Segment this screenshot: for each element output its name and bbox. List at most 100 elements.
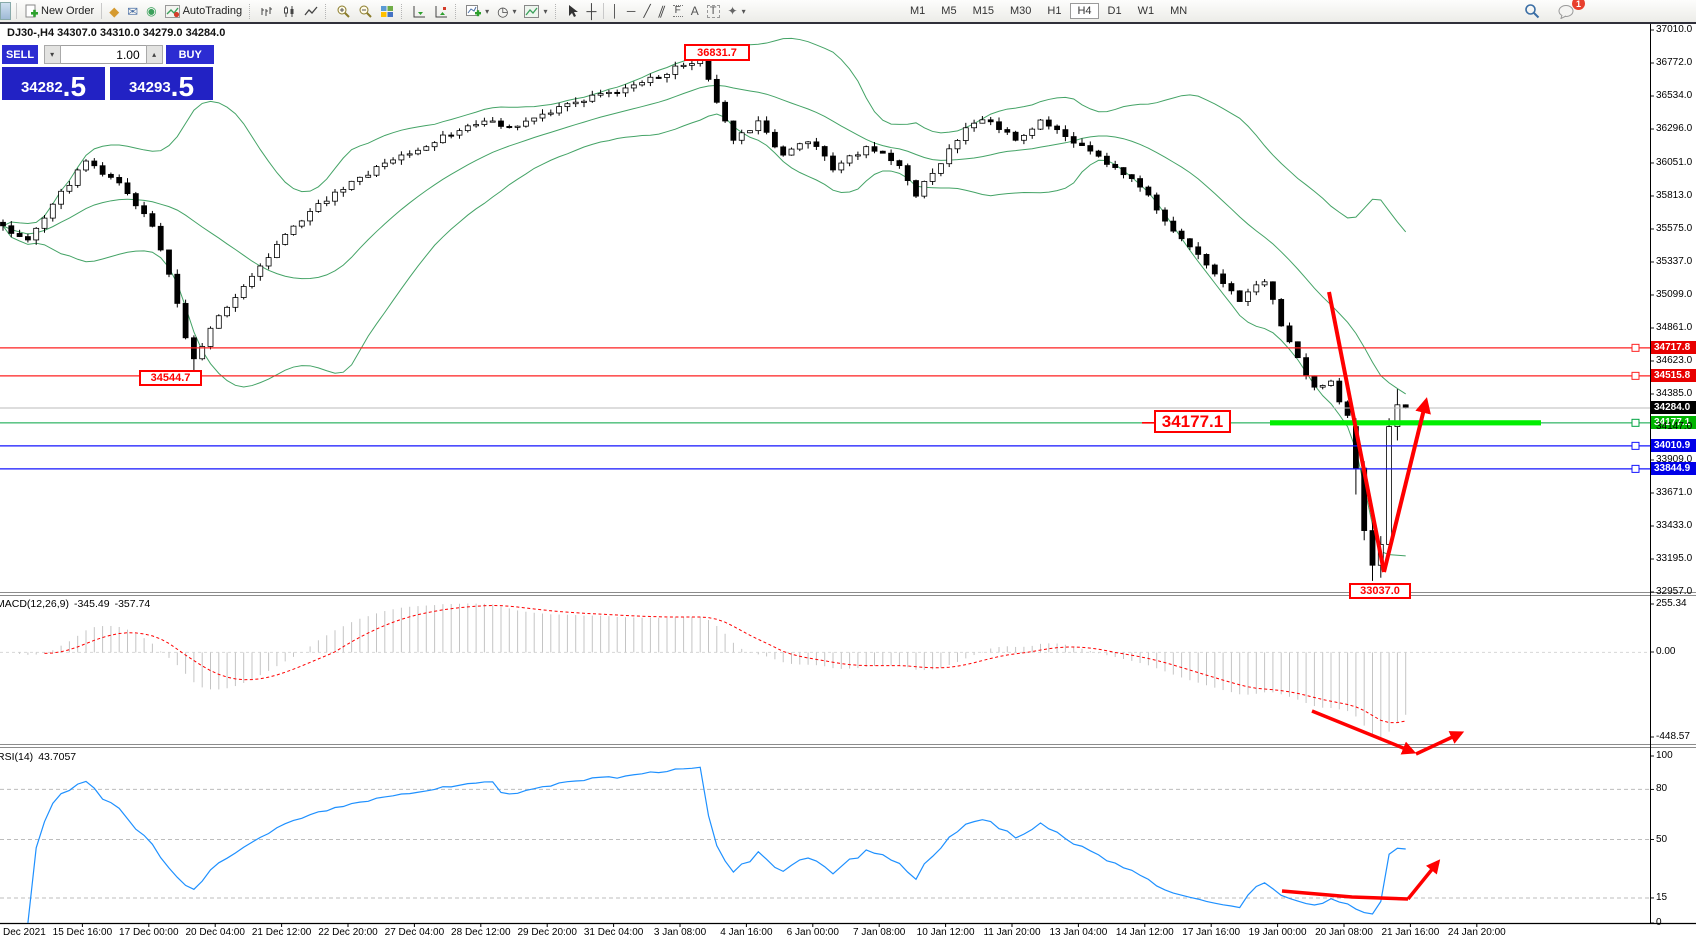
autotrading-label: AutoTrading <box>182 5 243 17</box>
one-click-trading-panel: SELL ▾ ▴ BUY 34282.5 34293.5 <box>2 45 214 103</box>
fibonacci-icon: F <box>672 5 683 17</box>
indicator-list-button[interactable] <box>431 1 451 21</box>
shapes-icon: ✦ <box>727 4 738 18</box>
vertical-line-icon: │ <box>611 4 619 18</box>
buy-price-pips: .5 <box>170 71 195 103</box>
mail-icon: ✉ <box>127 3 139 19</box>
tab-mn[interactable]: MN <box>1170 5 1188 17</box>
zoom-in-icon <box>337 5 350 18</box>
template-button[interactable]: ▾ <box>521 1 550 21</box>
tile-windows-icon <box>381 5 394 17</box>
line-handle[interactable] <box>1631 441 1640 450</box>
trend-arrow[interactable] <box>1281 889 1409 901</box>
trend-arrow[interactable] <box>1327 291 1386 573</box>
sell-price-pips: .5 <box>62 71 87 103</box>
line-chart-icon <box>304 6 318 15</box>
indicator-window-icon <box>413 5 426 17</box>
crosshair-tool-button[interactable]: ┼ <box>584 1 600 21</box>
chevron-down-icon: ▾ <box>543 6 548 16</box>
deposit-button[interactable]: ◆ <box>106 1 122 21</box>
sell-price[interactable]: 34282.5 <box>2 67 105 103</box>
gold-icon: ◆ <box>109 3 120 19</box>
fibonacci-tool-button[interactable]: F <box>670 1 686 21</box>
notification-count-badge: 1 <box>1572 0 1585 10</box>
text-icon: A <box>690 4 699 18</box>
trend-arrow[interactable] <box>1382 397 1431 573</box>
new-order-button[interactable]: New Order <box>21 1 97 21</box>
template-icon <box>524 4 540 18</box>
new-order-icon <box>25 4 38 18</box>
timeframe-group: M1 M5 M15 M30 H1 H4 D1 W1 MN <box>902 1 1195 21</box>
search-icon <box>1525 4 1540 19</box>
volume-increase-button[interactable]: ▴ <box>145 45 163 64</box>
sell-button[interactable]: SELL <box>2 45 38 64</box>
volume-decrease-button[interactable]: ▾ <box>43 45 61 64</box>
horizontal-line-icon: ─ <box>626 4 636 18</box>
trend-arrow[interactable] <box>1406 859 1441 901</box>
text-tool-button[interactable]: A <box>688 1 702 21</box>
label-tool-button[interactable]: T <box>704 1 723 21</box>
tile-windows-button[interactable] <box>377 1 397 21</box>
buy-button[interactable]: BUY <box>166 45 214 64</box>
zoom-in-button[interactable] <box>333 1 353 21</box>
autotrading-icon <box>164 4 180 18</box>
tab-h1[interactable]: H1 <box>1047 5 1062 17</box>
zoom-out-button[interactable] <box>355 1 375 21</box>
buy-price[interactable]: 34293.5 <box>110 67 213 103</box>
buy-price-main: 34293 <box>128 79 171 96</box>
trendline-icon: ╱ <box>643 4 651 18</box>
trendline-tool-button[interactable]: ╱ <box>640 1 653 21</box>
chat-bubble-icon <box>1558 4 1574 19</box>
toolbar-right: 1 <box>1520 0 1585 21</box>
shapes-tool-button[interactable]: ✦ ▾ <box>725 1 749 21</box>
cursor-icon <box>568 5 578 17</box>
new-chart-icon <box>466 4 482 16</box>
annotation-high-36831[interactable]: 36831.7 <box>684 44 750 61</box>
indicator-window-button[interactable] <box>409 1 429 21</box>
signal-icon: ◉ <box>146 4 157 18</box>
chevron-down-icon: ▾ <box>485 6 490 16</box>
sell-price-main: 34282 <box>20 79 63 96</box>
bar-chart-icon <box>261 6 273 16</box>
toolbar: New Order ◆ ✉ ◉ AutoTrading ▾ ◷ ▾ ▾ ┼ │ ─… <box>0 0 1696 24</box>
tab-w1[interactable]: W1 <box>1137 5 1155 17</box>
annotation-level-34177[interactable]: 34177.1 <box>1154 410 1231 433</box>
channel-tool-button[interactable]: ∥ <box>656 1 668 21</box>
trend-arrow[interactable] <box>1311 709 1417 755</box>
trend-arrow[interactable] <box>1415 731 1465 756</box>
annotation-low-33037[interactable]: 33037.0 <box>1349 583 1411 599</box>
vline-tool-button[interactable]: │ <box>608 1 622 21</box>
line-handle[interactable] <box>1631 371 1640 380</box>
hline-tool-button[interactable]: ─ <box>624 1 639 21</box>
line-handle[interactable] <box>1631 343 1640 352</box>
indicator-list-icon <box>435 5 448 17</box>
line-chart-button[interactable] <box>301 1 321 21</box>
autotrading-button[interactable]: AutoTrading <box>162 1 246 21</box>
bar-chart-button[interactable] <box>257 1 277 21</box>
line-handle[interactable] <box>1631 464 1640 473</box>
tab-m15[interactable]: M15 <box>972 5 994 17</box>
line-handle[interactable] <box>1631 418 1640 427</box>
clock-icon: ◷ <box>497 3 509 19</box>
volume-input[interactable] <box>60 45 146 64</box>
annotation-low-34544[interactable]: 34544.7 <box>139 370 202 386</box>
tab-m5[interactable]: M5 <box>941 5 957 17</box>
period-button[interactable]: ◷ ▾ <box>494 1 519 21</box>
mail-button[interactable]: ✉ <box>124 1 141 21</box>
new-chart-button[interactable]: ▾ <box>463 1 492 21</box>
cursor-tool-button[interactable] <box>563 1 582 21</box>
notifications-button[interactable]: 1 <box>1555 0 1585 21</box>
signals-button[interactable]: ◉ <box>143 1 159 21</box>
candlestick-icon <box>284 5 294 17</box>
tab-m30[interactable]: M30 <box>1009 5 1032 17</box>
crosshair-icon: ┼ <box>586 3 597 19</box>
channel-icon: ∥ <box>656 4 668 18</box>
tab-m1[interactable]: M1 <box>910 5 926 17</box>
chevron-down-icon: ▾ <box>741 6 746 16</box>
support-line-34177[interactable] <box>1270 420 1541 426</box>
search-button[interactable] <box>1521 1 1543 21</box>
candlestick-button[interactable] <box>279 1 299 21</box>
tab-h4[interactable]: H4 <box>1070 3 1099 19</box>
tab-d1[interactable]: D1 <box>1107 5 1122 17</box>
